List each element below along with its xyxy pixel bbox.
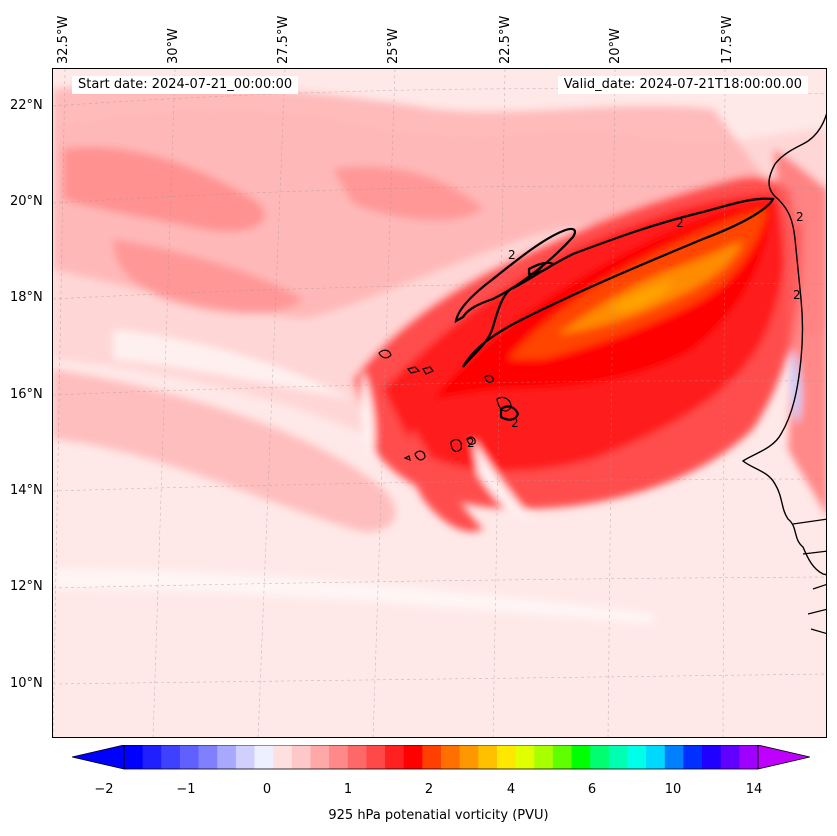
colorbar-cell <box>198 745 218 769</box>
colorbar-cell <box>646 745 666 769</box>
contour-label: 2 <box>796 210 804 224</box>
colorbar-cell <box>608 745 628 769</box>
colorbar-tick-label: 14 <box>745 782 763 797</box>
lat-label-22n: 22°N <box>10 98 43 113</box>
pv-shading <box>53 85 826 624</box>
contour-label: 2 <box>676 216 684 230</box>
colorbar-tick-label: 4 <box>506 782 516 797</box>
colorbar-cell <box>310 745 330 769</box>
colorbar-cell <box>161 745 181 769</box>
lon-label-17-5w: 17.5°W <box>720 15 735 64</box>
contour-label: 2 <box>537 261 545 275</box>
lat-label-10n: 10°N <box>10 676 43 691</box>
contour-label: 2 <box>793 288 801 302</box>
lon-label-30w: 30°W <box>166 28 181 64</box>
lon-label-22-5w: 22.5°W <box>498 15 513 64</box>
lon-label-20w: 20°W <box>608 28 623 64</box>
colorbar-cell <box>720 745 740 769</box>
lon-label-27-5w: 27.5°W <box>276 15 291 64</box>
graticule <box>53 69 826 737</box>
colorbar-tick-label: 1 <box>343 782 353 797</box>
colorbar-cell <box>179 745 200 769</box>
colorbar-cell <box>385 745 405 769</box>
cape-verde-islands <box>378 349 512 461</box>
colorbar-cell <box>329 745 349 769</box>
colorbar-cell <box>142 745 162 769</box>
colorbar-tick-label: −2 <box>94 782 114 797</box>
lat-label-18n: 18°N <box>10 290 43 305</box>
africa-coastline-detail <box>792 518 826 635</box>
colorbar-cell <box>291 745 311 769</box>
colorbar-cell <box>217 745 237 769</box>
colorbar-cell <box>571 745 591 769</box>
colorbar <box>72 745 810 770</box>
colorbar-cell <box>552 745 573 769</box>
contour-label: 2 <box>467 436 475 450</box>
colorbar-cell <box>627 745 647 769</box>
colorbar-cell <box>441 745 461 769</box>
colorbar-cell <box>496 745 517 769</box>
colorbar-cell <box>739 745 759 769</box>
contour-label: 2 <box>511 416 519 430</box>
colorbar-cell <box>664 745 684 769</box>
colorbar-cells <box>124 745 759 769</box>
colorbar-cell <box>515 745 535 769</box>
colorbar-cell <box>273 745 293 769</box>
colorbar-cell <box>124 745 144 769</box>
colorbar-cell <box>459 745 479 769</box>
pv-field-map: 2 2 2 2 2 2 2 <box>53 69 826 737</box>
colorbar-outline <box>123 745 759 770</box>
contour-label: 2 <box>508 248 516 262</box>
colorbar-cell <box>702 745 722 769</box>
colorbar-tick-label: 6 <box>587 782 597 797</box>
lat-label-14n: 14°N <box>10 483 43 498</box>
valid-date-label: Valid_date: 2024-07-21T18:00:00.00 <box>557 76 808 94</box>
colorbar-cell <box>590 745 610 769</box>
colorbar-tick-label: 10 <box>664 782 682 797</box>
colorbar-cell <box>403 745 423 769</box>
contour-main <box>462 197 775 368</box>
colorbar-cell <box>683 745 703 769</box>
lat-label-16n: 16°N <box>10 387 43 402</box>
contour-north <box>454 227 577 324</box>
lat-label-20n: 20°N <box>10 194 43 209</box>
colorbar-cell <box>347 745 367 769</box>
colorbar-tick-label: 0 <box>262 782 272 797</box>
map-panel: 2 2 2 2 2 2 2 <box>52 68 827 738</box>
colorbar-extend-low <box>72 745 125 770</box>
lat-label-12n: 12°N <box>10 579 43 594</box>
contour-small <box>527 261 555 276</box>
colorbar-cell <box>254 745 274 769</box>
colorbar-cell <box>534 745 554 769</box>
lon-label-25w: 25°W <box>386 28 401 64</box>
colorbar-tick-label: 2 <box>424 782 434 797</box>
lon-label-32-5w: 32.5°W <box>56 15 71 64</box>
contour-island <box>499 405 520 421</box>
colorbar-cell <box>478 745 498 769</box>
colorbar-cell <box>422 745 442 769</box>
contour-labels: 2 2 2 2 2 2 2 <box>467 210 804 450</box>
africa-coastline <box>741 113 826 576</box>
pv-2-contours <box>454 197 775 421</box>
colorbar-extend-high <box>757 745 810 770</box>
colorbar-cell <box>235 745 256 769</box>
colorbar-label: 925 hPa potenatial vorticity (PVU) <box>328 808 549 823</box>
colorbar-tick-label: −1 <box>176 782 196 797</box>
colorbar-cell <box>366 745 386 769</box>
start-date-label: Start date: 2024-07-21_00:00:00 <box>72 76 299 94</box>
